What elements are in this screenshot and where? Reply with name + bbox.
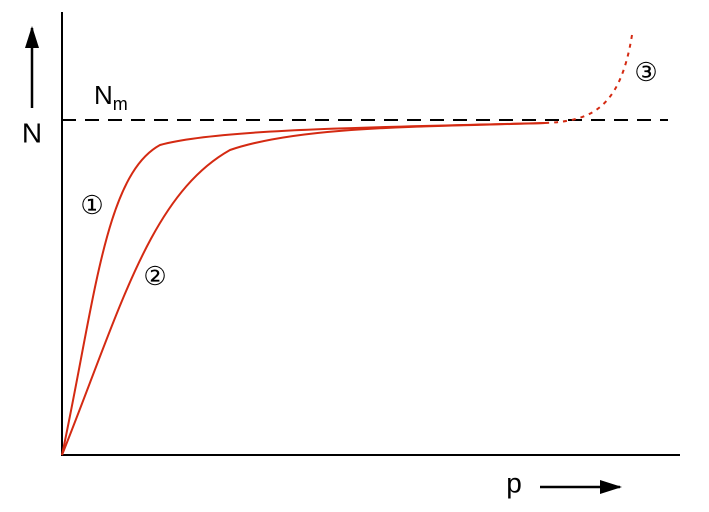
curve-label: ① <box>80 190 103 220</box>
asymptote-label: Nm <box>94 80 128 114</box>
curve-3 <box>544 34 633 124</box>
asymptote-n: N <box>94 80 113 110</box>
asymptote-subscript: m <box>113 94 128 114</box>
y-label: N <box>22 117 42 148</box>
curve-1 <box>61 122 546 456</box>
x-label: p <box>506 467 522 498</box>
curve-label: ③ <box>634 57 657 87</box>
curve-label: ② <box>143 261 166 291</box>
curve-2 <box>61 122 546 456</box>
